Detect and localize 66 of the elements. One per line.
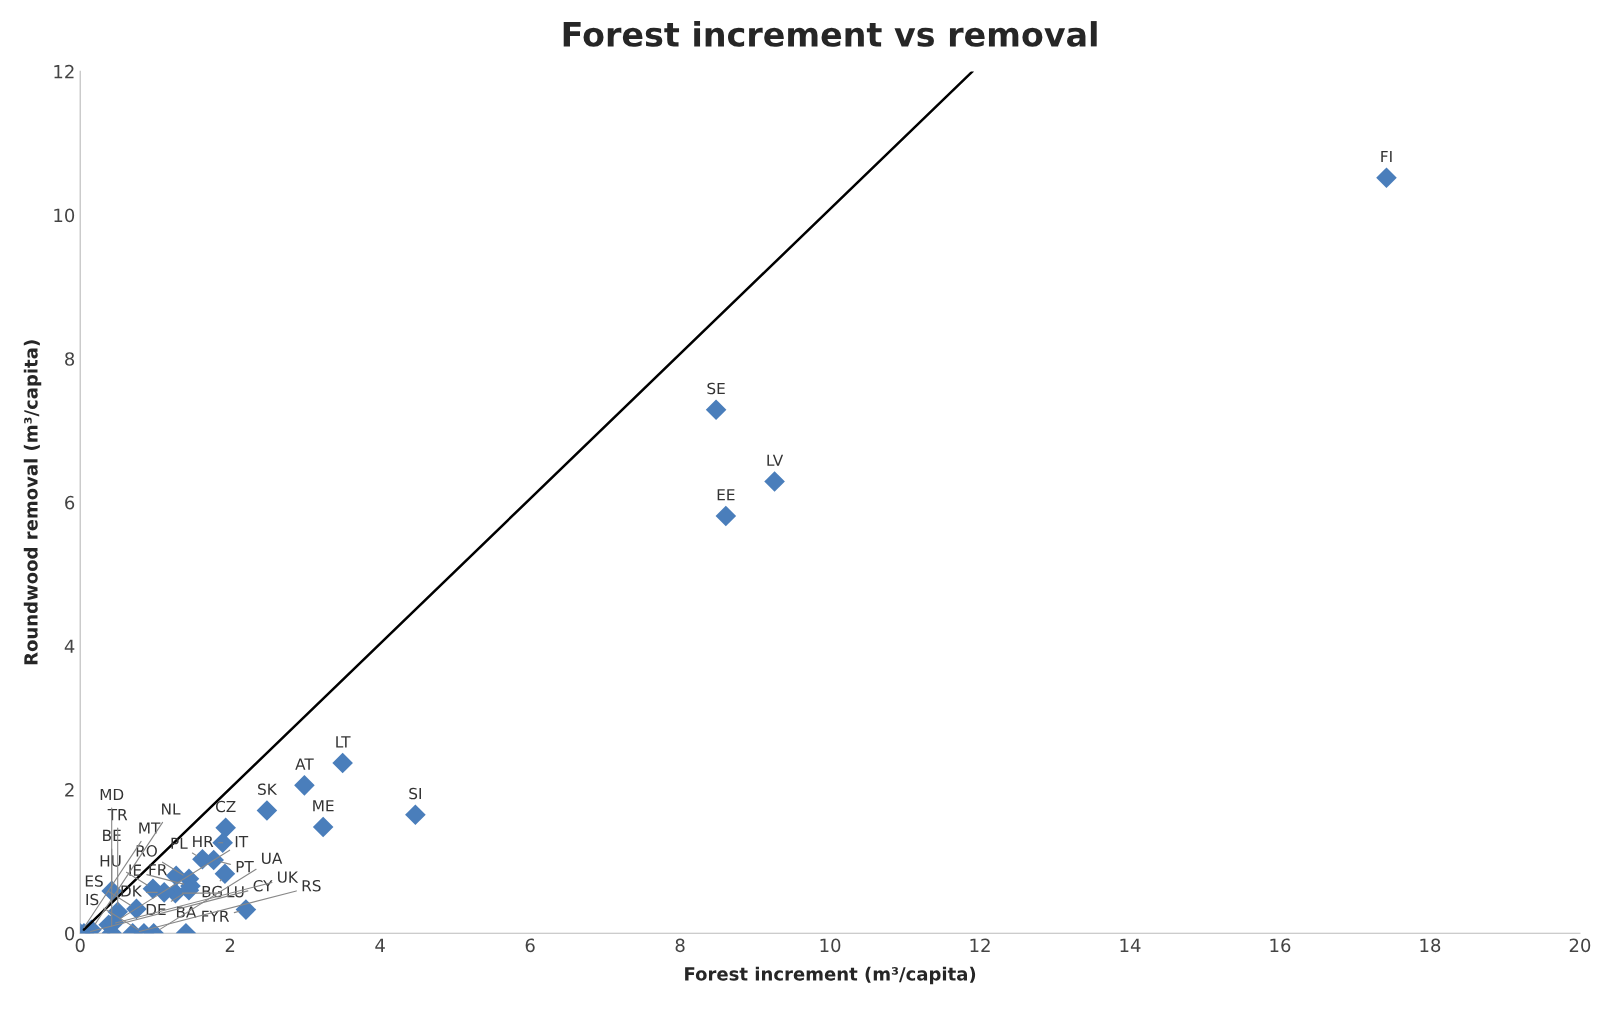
- annotation: NL: [162, 803, 181, 815]
- annotation: TR: [107, 809, 128, 821]
- annotation: FYR: [202, 910, 230, 922]
- y-tick-label: 10: [54, 208, 75, 223]
- annotation: CY: [253, 879, 273, 892]
- annotation: SI: [409, 787, 421, 800]
- y-tick-label: 12: [54, 64, 74, 79]
- x-tick-label: 20: [1569, 938, 1591, 953]
- y-tick-label: 2: [65, 783, 74, 797]
- annotation: MD: [100, 788, 124, 801]
- x-tick-label: 18: [1420, 938, 1441, 953]
- point: [705, 399, 727, 420]
- annotation: RS: [302, 879, 321, 892]
- chart-title: Forest increment vs removal: [563, 21, 1097, 47]
- annotation: BA: [176, 906, 197, 918]
- x-tick-label: 4: [375, 938, 385, 952]
- point: [1376, 167, 1397, 188]
- annotation: BE: [103, 829, 121, 841]
- annotation: HR: [193, 835, 214, 848]
- annotation: MT: [139, 822, 161, 834]
- annotation: FI: [1381, 150, 1392, 163]
- annotation: IE: [129, 864, 142, 876]
- point: [215, 817, 236, 839]
- annotation: AT: [295, 758, 314, 770]
- annotation: ES: [85, 875, 103, 887]
- x-tick-label: 0: [75, 938, 85, 953]
- y-tick-label: 8: [65, 352, 75, 366]
- point: [214, 863, 236, 884]
- annotation: CZ: [215, 800, 236, 813]
- point: [256, 800, 278, 821]
- annotation: IT: [235, 836, 249, 848]
- x-axis-title: Forest increment (m³/capita): [685, 966, 976, 985]
- y-tick-label: 4: [64, 639, 75, 653]
- annotation: PT: [236, 861, 254, 873]
- point: [294, 775, 315, 796]
- annotation: RO: [136, 845, 157, 857]
- annotation: FR: [149, 864, 167, 876]
- annotation: ME: [313, 800, 334, 812]
- x-tick-label: 8: [675, 938, 685, 953]
- point: [142, 878, 164, 900]
- y-tick-label: 0: [65, 926, 75, 941]
- x-tick-label: 6: [525, 938, 535, 953]
- point: [715, 505, 737, 527]
- x-tick-label: 10: [820, 938, 841, 953]
- point: [312, 816, 334, 838]
- annotation: LU: [227, 886, 244, 898]
- x-tick-label: 14: [1120, 938, 1141, 952]
- annotation: UK: [278, 871, 299, 883]
- annotation: UA: [262, 852, 283, 865]
- annotation: SK: [258, 783, 278, 796]
- point: [764, 471, 785, 492]
- annotation: SE: [707, 382, 725, 395]
- annotation: IS: [86, 893, 99, 906]
- x-tick-label: 12: [970, 938, 990, 952]
- annotation: EE: [717, 489, 735, 501]
- annotation: LV: [767, 454, 784, 466]
- annotation: DE: [146, 903, 166, 916]
- x-tick-label: 2: [225, 938, 235, 952]
- y-tick-label: 6: [65, 495, 75, 510]
- point: [405, 804, 426, 826]
- point: [212, 832, 233, 854]
- x-tick-label: 16: [1270, 938, 1291, 953]
- annotation: BG: [202, 885, 222, 898]
- annotation: LT: [336, 736, 351, 748]
- y-axis-title: Roundwood removal (m³/capita): [23, 340, 42, 665]
- point: [332, 752, 353, 774]
